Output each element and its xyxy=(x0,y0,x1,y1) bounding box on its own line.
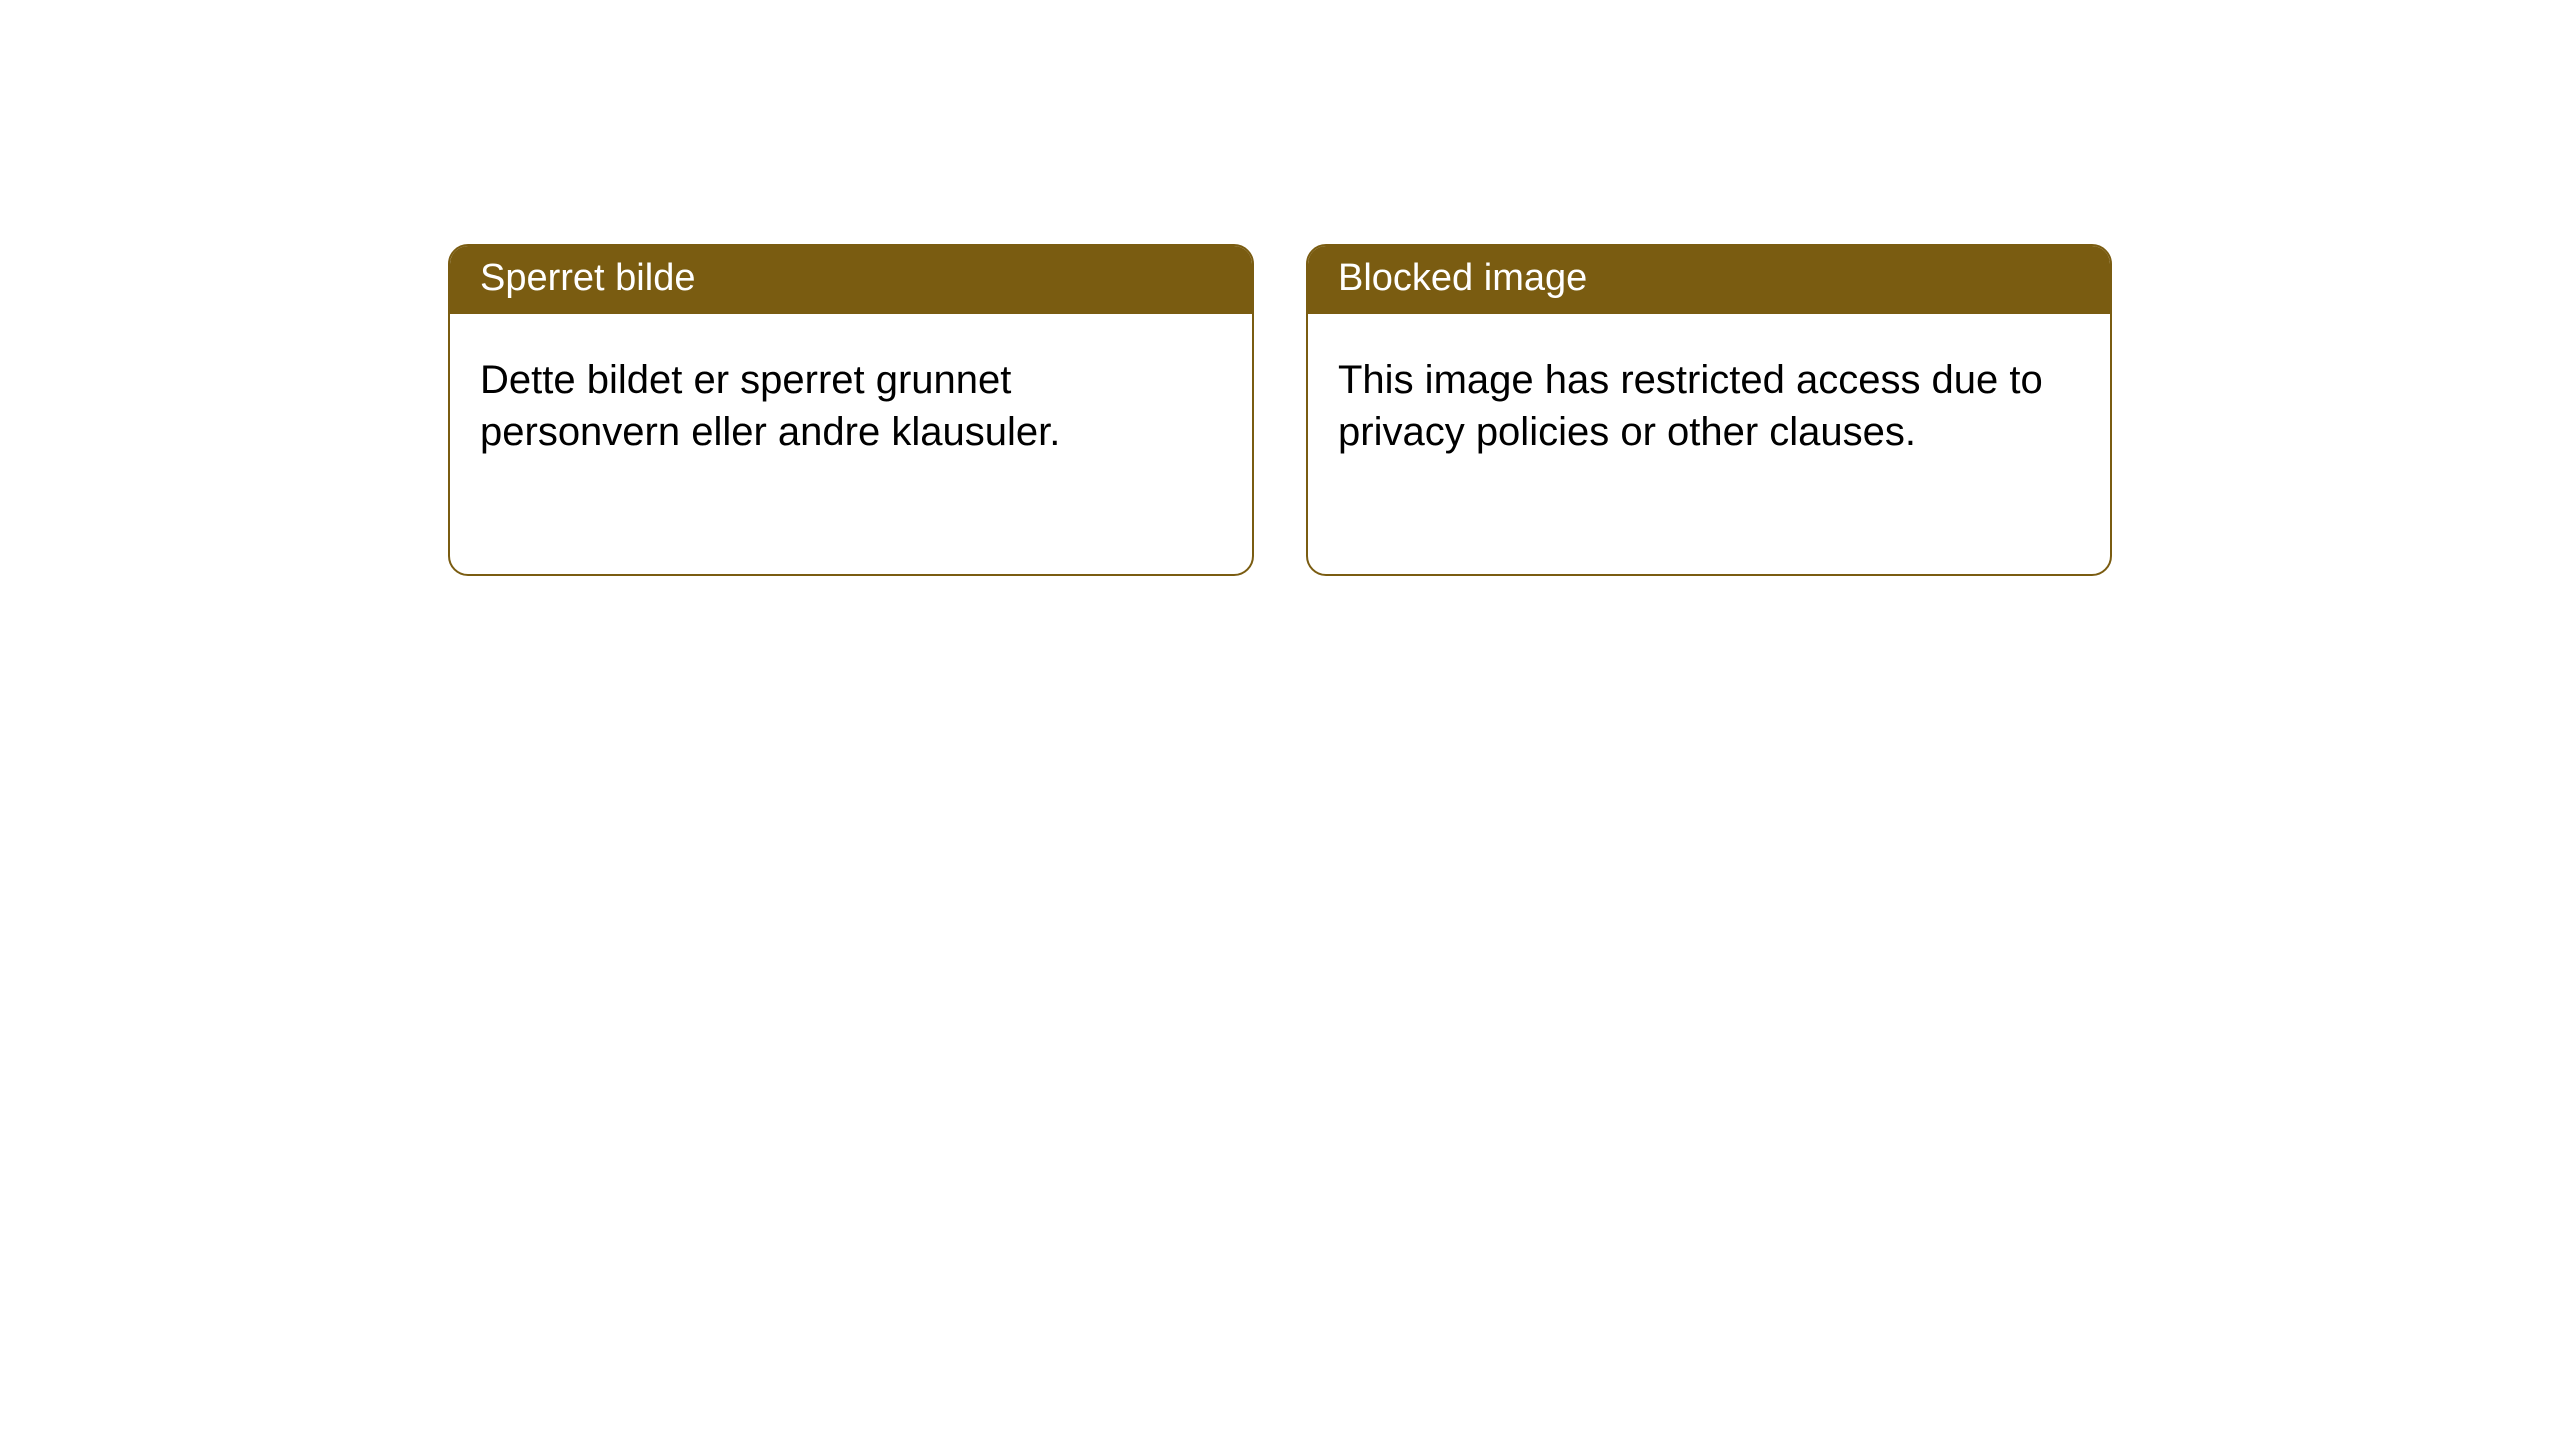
message-cards-container: Sperret bilde Dette bildet er sperret gr… xyxy=(0,0,2560,576)
blocked-image-card-en: Blocked image This image has restricted … xyxy=(1306,244,2112,576)
card-body-no: Dette bildet er sperret grunnet personve… xyxy=(450,314,1252,498)
card-title-no: Sperret bilde xyxy=(450,246,1252,314)
blocked-image-card-no: Sperret bilde Dette bildet er sperret gr… xyxy=(448,244,1254,576)
card-title-en: Blocked image xyxy=(1308,246,2110,314)
card-body-en: This image has restricted access due to … xyxy=(1308,314,2110,498)
